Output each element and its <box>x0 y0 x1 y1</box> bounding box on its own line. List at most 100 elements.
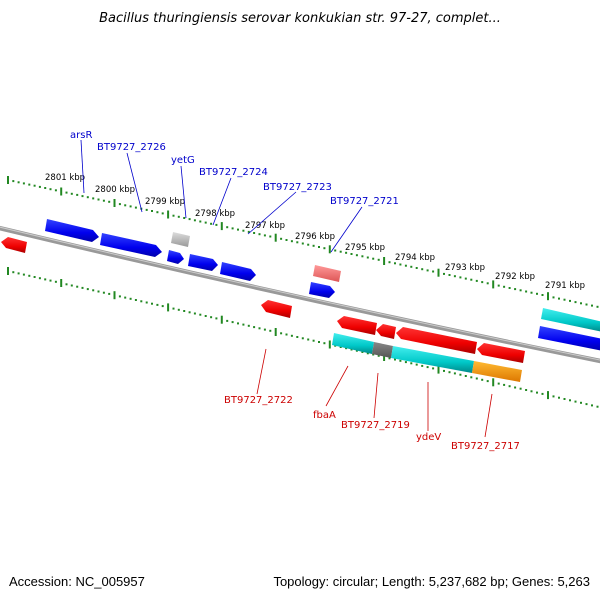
gene-BT9727-2717[interactable] <box>472 361 522 382</box>
scale-bottom-minor-tick <box>448 371 451 374</box>
scale-top-minor-tick <box>215 223 218 226</box>
scale-top-minor-tick <box>76 193 79 196</box>
scale-top-minor-tick <box>177 215 180 218</box>
label-BT9727-2717[interactable]: BT9727_2717 <box>451 441 520 452</box>
forward-labels: arsR BT9727_2726 yetG BT9727_2724 BT9727… <box>70 130 399 253</box>
scale-top-minor-tick <box>22 182 25 185</box>
gene-BT9727-2721[interactable] <box>309 282 335 298</box>
scale-top-minor-tick <box>124 204 127 207</box>
label-BT9727-2724[interactable]: BT9727_2724 <box>199 167 268 178</box>
scale-top-minor-tick <box>204 221 207 224</box>
gene-left-red[interactable] <box>1 237 27 253</box>
scale-bottom-minor-tick <box>541 392 544 395</box>
accession-label: Accession: NC_005957 <box>9 574 145 589</box>
gene-blue-right[interactable] <box>538 326 600 351</box>
scale-top-minor-tick <box>263 234 266 237</box>
label-BT9727-2719[interactable]: BT9727_2719 <box>341 420 410 431</box>
scale-top-minor-tick <box>377 258 380 261</box>
scale-top-minor-tick <box>563 298 566 301</box>
scale-top-minor-tick <box>226 226 229 229</box>
scale-bottom-minor-tick <box>475 377 478 380</box>
gene-BT9727-2717-red[interactable] <box>477 343 525 363</box>
gene-BT9727-2723b[interactable] <box>220 262 256 281</box>
label-BT9727-2723[interactable]: BT9727_2723 <box>263 182 332 193</box>
scale-bottom-minor-tick <box>377 354 380 357</box>
scale-bottom-minor-tick <box>394 358 396 361</box>
label-BT9727-2726[interactable]: BT9727_2726 <box>97 142 166 153</box>
gene-cyan-right[interactable] <box>541 308 600 332</box>
scale-top-minor-tick <box>172 214 175 217</box>
label-fbaA[interactable]: fbaA <box>313 410 336 421</box>
scale-top-minor-tick <box>38 185 41 188</box>
scale-label-2794: 2794 kbp <box>395 253 435 263</box>
gene-BT9727-2719[interactable] <box>372 342 393 358</box>
scale-top-minor-tick <box>345 251 348 254</box>
topology-label: Topology: circular; Length: 5,237,682 bp… <box>273 574 590 589</box>
scale-bottom-major-tick <box>437 365 440 374</box>
scale-bottom-minor-tick <box>161 305 164 308</box>
gene-pink-orf[interactable] <box>313 265 341 282</box>
scale-bottom-minor-tick <box>464 375 467 377</box>
scale-bottom-minor-tick <box>81 286 84 289</box>
scale-bottom-minor-tick <box>503 383 506 386</box>
scale-top-minor-tick <box>497 284 500 287</box>
scale-bottom-minor-tick <box>404 361 407 364</box>
gene-BT9727-2722[interactable] <box>261 300 292 318</box>
label-BT9727-2721[interactable]: BT9727_2721 <box>330 196 399 207</box>
scale-bottom-minor-tick <box>350 348 353 351</box>
scale-top-minor-tick <box>426 269 429 272</box>
scale-label-2799: 2799 kbp <box>145 197 185 207</box>
scale-top-minor-tick <box>339 250 342 253</box>
scale-bottom-major-tick <box>328 340 331 349</box>
gene-ydeV-red[interactable] <box>396 327 477 354</box>
scale-bottom-minor-tick <box>156 303 159 306</box>
label-BT9727-2722[interactable]: BT9727_2722 <box>224 395 293 406</box>
scale-bottom-minor-tick <box>339 346 342 348</box>
scale-top-minor-tick <box>307 243 310 246</box>
label-arsR[interactable]: arsR <box>70 130 92 141</box>
gene-BT9727-2723[interactable] <box>188 254 218 271</box>
gene-fbaA[interactable] <box>332 333 374 354</box>
gene-ydeV[interactable] <box>391 346 474 373</box>
scale-top-minor-tick <box>372 257 375 260</box>
scale-bottom-minor-tick <box>231 321 234 324</box>
scale-bottom-minor-tick <box>563 398 566 400</box>
scale-top-minor-tick <box>448 274 451 276</box>
scale-bottom-minor-tick <box>486 380 489 383</box>
scale-bottom-minor-tick <box>280 332 283 335</box>
label-yetG[interactable]: yetG <box>171 155 195 166</box>
scale-top-minor-tick <box>242 229 245 232</box>
scale-top-minor-tick <box>161 212 164 215</box>
scale-top-minor-tick <box>183 217 186 219</box>
scale-bottom-minor-tick <box>580 401 582 404</box>
scale-label-2801: 2801 kbp <box>45 173 85 183</box>
scale-bottom-major-tick <box>383 353 386 361</box>
scale-bottom-minor-tick <box>591 404 593 407</box>
gene-BT9727-2724[interactable] <box>167 250 184 264</box>
scale-top-minor-tick <box>134 206 137 209</box>
scale-top-major-tick <box>274 233 277 242</box>
gene-BT9727-2719-red[interactable] <box>376 324 396 339</box>
gene-fbaA-red[interactable] <box>337 316 377 335</box>
scale-top-minor-tick <box>366 256 369 259</box>
scale-bottom-minor-tick <box>421 364 424 367</box>
scale-bottom-minor-tick <box>569 399 571 402</box>
scale-top-minor-tick <box>525 290 528 293</box>
scale-bottom-minor-tick <box>237 322 239 325</box>
scale-bottom-minor-tick <box>145 301 148 304</box>
scale-top-minor-tick <box>453 275 456 278</box>
gene-yetG[interactable] <box>171 232 190 247</box>
scale-top-minor-tick <box>536 292 538 295</box>
scale-bottom-minor-tick <box>296 336 299 338</box>
gene-arsR[interactable] <box>45 219 99 242</box>
scale-bottom-minor-tick <box>410 362 413 365</box>
label-ydeV[interactable]: ydeV <box>416 432 441 443</box>
scale-label-2800: 2800 kbp <box>95 185 135 195</box>
gene-BT9727-2726[interactable] <box>100 233 162 257</box>
scale-top-minor-tick <box>585 303 588 306</box>
scale-top-minor-tick <box>102 199 105 202</box>
scale-top-major-tick <box>547 292 549 301</box>
scale-bottom-minor-tick <box>258 327 261 330</box>
genome-backbone <box>0 225 600 364</box>
scale-top-minor-tick <box>151 210 153 212</box>
